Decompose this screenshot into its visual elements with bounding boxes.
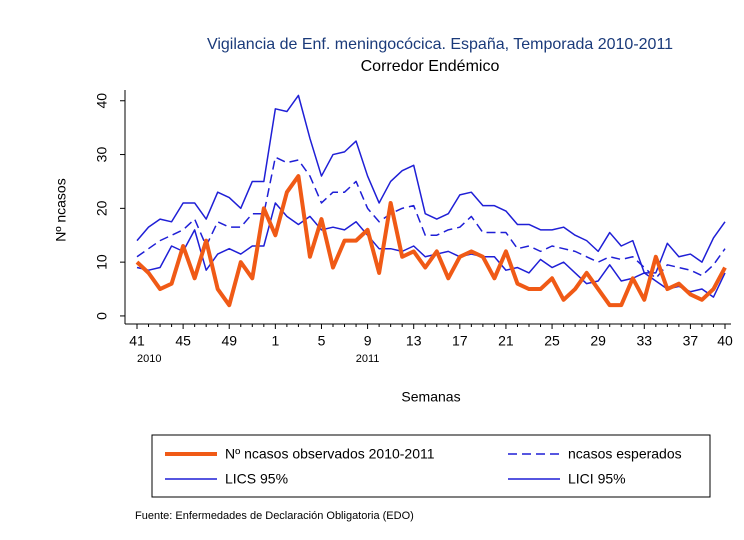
x-tick-label: 21 xyxy=(498,333,514,349)
series-line xyxy=(135,174,727,308)
legend-label: Nº ncasos observados 2010-2011 xyxy=(225,446,435,462)
chart-title: Vigilancia de Enf. meningocócica. España… xyxy=(207,36,673,53)
x-tick-label: 17 xyxy=(452,333,468,349)
y-tick-label: 20 xyxy=(94,200,110,216)
legend-label: ncasos esperados xyxy=(568,446,682,462)
legend-box xyxy=(151,434,711,498)
legend-label: LICS 95% xyxy=(225,471,288,487)
y-tick-label: 0 xyxy=(94,312,110,320)
y-axis-label: Nº ncasos xyxy=(53,178,69,241)
y-tick-label: 10 xyxy=(94,254,110,270)
x-tick-label: 29 xyxy=(590,333,606,349)
x-tick-label: 5 xyxy=(318,333,326,349)
chart-subtitle: Corredor Endémico xyxy=(361,58,500,75)
x-tick-label: 37 xyxy=(683,333,699,349)
x-tick-label: 9 xyxy=(364,333,372,349)
x-group-label: 2011 xyxy=(356,353,380,365)
series-line xyxy=(136,202,726,298)
x-tick-label: 45 xyxy=(175,333,191,349)
y-tick-label: 30 xyxy=(94,147,110,163)
x-tick-label: 49 xyxy=(221,333,237,349)
x-tick-label: 13 xyxy=(406,333,422,349)
x-group-label: 2010 xyxy=(137,353,161,365)
series-line xyxy=(136,156,726,280)
y-tick-label: 40 xyxy=(94,93,110,109)
source-note: Fuente: Enfermedades de Declaración Obli… xyxy=(135,510,414,522)
x-axis-label: Semanas xyxy=(401,389,460,405)
x-tick-label: 41 xyxy=(129,333,145,349)
x-tick-label: 33 xyxy=(637,333,653,349)
x-tick-label: 1 xyxy=(271,333,279,349)
x-tick-label: 25 xyxy=(544,333,560,349)
series-line xyxy=(136,94,726,274)
legend-label: LICI 95% xyxy=(568,471,626,487)
x-tick-label: 40 xyxy=(717,333,733,349)
